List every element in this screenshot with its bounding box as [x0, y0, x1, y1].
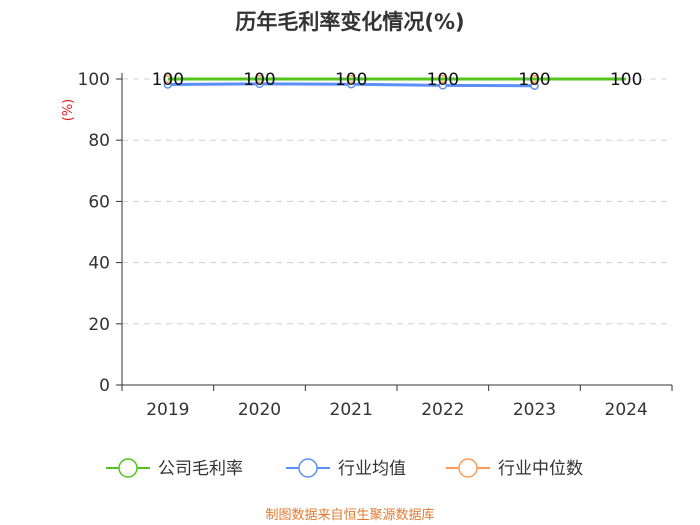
data-label: 100: [427, 70, 459, 90]
y-tick-label: 80: [88, 131, 110, 151]
legend-marker: [458, 458, 478, 478]
x-tick-label: 2020: [238, 400, 281, 420]
y-tick-label: 40: [88, 254, 110, 274]
legend-marker: [298, 458, 318, 478]
legend-label: 行业均值: [338, 459, 406, 479]
data-labels: 100 100 100 100 100 100: [152, 70, 643, 90]
y-axis-ticks: 0 20 40 60 80 100: [78, 70, 122, 396]
x-tick-label: 2023: [513, 400, 556, 420]
data-label: 100: [335, 70, 367, 90]
data-label: 100: [152, 70, 184, 90]
data-label: 100: [518, 70, 550, 90]
data-label: 100: [243, 70, 275, 90]
x-tick-label: 2019: [146, 400, 189, 420]
y-axis-unit: (%): [61, 99, 76, 122]
grid-lines: [122, 78, 672, 325]
axes: [121, 73, 672, 386]
legend-marker: [118, 458, 138, 478]
y-tick-label: 0: [99, 376, 110, 396]
series-layer: [163, 74, 627, 90]
legend: 公司毛利率 行业均值 行业中位数: [106, 458, 583, 479]
x-tick-label: 2024: [605, 400, 648, 420]
x-axis-ticks: 2019 2020 2021 2022 2023 2024: [121, 385, 673, 420]
y-tick-label: 100: [78, 70, 110, 90]
x-tick-label: 2021: [330, 400, 373, 420]
source-note: 制图数据来自恒生聚源数据库: [265, 508, 435, 523]
chart-title: 历年毛利率变化情况(%): [235, 10, 465, 34]
legend-label: 行业中位数: [498, 459, 583, 479]
x-tick-label: 2022: [421, 400, 464, 420]
y-tick-label: 20: [88, 315, 110, 335]
y-tick-label: 60: [88, 192, 110, 212]
legend-label: 公司毛利率: [158, 459, 243, 479]
data-label: 100: [610, 70, 642, 90]
